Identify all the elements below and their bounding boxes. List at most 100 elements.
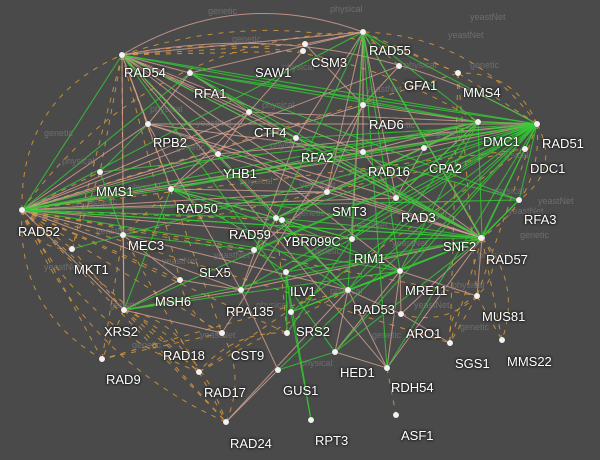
edge-genetic[interactable] <box>476 295 503 341</box>
edge-physical[interactable] <box>217 123 538 155</box>
edge-physical[interactable] <box>326 31 364 193</box>
edge-yeastNet[interactable] <box>480 199 520 239</box>
edge-physical[interactable] <box>21 153 219 211</box>
edge-yeastNet[interactable] <box>21 188 172 211</box>
edge-physical[interactable] <box>240 289 279 371</box>
edge-yeastNet[interactable] <box>253 249 287 273</box>
edge-physical[interactable] <box>21 111 250 211</box>
edge-yeastNet[interactable] <box>170 188 401 272</box>
graph-node-cst9[interactable] <box>284 330 290 336</box>
edge-physical[interactable] <box>240 217 277 291</box>
edge-yeastNet[interactable] <box>295 123 538 139</box>
edge-physical[interactable] <box>21 123 149 211</box>
edge-yeastNet[interactable] <box>285 238 353 273</box>
edge-yeastNet[interactable] <box>351 121 479 240</box>
edge-genetic[interactable] <box>21 209 103 360</box>
edge-genetic[interactable] <box>480 123 539 239</box>
edge-yeastNet[interactable] <box>481 123 538 239</box>
edge-physical[interactable] <box>304 31 364 45</box>
edge-physical[interactable] <box>21 209 125 311</box>
edge-genetic[interactable] <box>457 72 538 125</box>
edge-genetic[interactable] <box>21 54 123 211</box>
edge-yeastNet[interactable] <box>399 121 479 272</box>
edge-genetic[interactable] <box>21 209 200 373</box>
edge-physical[interactable] <box>21 209 349 291</box>
edge-yeastNet[interactable] <box>275 217 401 272</box>
graph-node-asf1[interactable] <box>393 412 399 418</box>
graph-node-csm3[interactable] <box>302 41 308 47</box>
edge-genetic[interactable] <box>21 209 200 373</box>
edge-genetic[interactable] <box>449 72 459 344</box>
edge-yeastNet[interactable] <box>170 188 349 291</box>
graph-node-dmc1[interactable] <box>475 119 481 125</box>
edge-physical[interactable] <box>123 309 223 334</box>
edge-yeastNet[interactable] <box>122 234 255 251</box>
edge-physical[interactable] <box>295 31 364 139</box>
edge-physical[interactable] <box>362 31 397 199</box>
edge-physical[interactable] <box>400 237 483 315</box>
graph-node-rad6[interactable] <box>360 102 366 108</box>
edge-yeastNet[interactable] <box>275 217 349 291</box>
edge-physical[interactable] <box>147 123 397 199</box>
edge-yeastNet[interactable] <box>170 188 483 239</box>
edge-genetic[interactable] <box>101 234 124 360</box>
edge-yeastNet[interactable] <box>123 270 401 311</box>
edge-genetic[interactable] <box>21 209 73 250</box>
edge-genetic[interactable] <box>21 31 364 211</box>
edge-genetic[interactable] <box>101 332 223 360</box>
edge-yeastNet[interactable] <box>326 123 538 193</box>
edge-physical[interactable] <box>21 209 242 291</box>
graph-node-mre11[interactable] <box>397 268 403 274</box>
edge-yeastNet[interactable] <box>351 123 538 240</box>
edge-physical[interactable] <box>240 237 483 291</box>
edge-yeastNet[interactable] <box>21 123 538 211</box>
edge-yeastNet[interactable] <box>285 271 312 421</box>
graph-node-saw1[interactable] <box>300 48 306 54</box>
edge-physical[interactable] <box>217 111 250 155</box>
edge-yeastNet[interactable] <box>362 31 483 239</box>
edge-physical[interactable] <box>386 237 483 369</box>
edge-genetic[interactable] <box>386 367 397 416</box>
edge-physical[interactable] <box>225 369 279 423</box>
edge-yeastNet[interactable] <box>275 31 364 219</box>
graph-node-ilv1[interactable] <box>283 269 289 275</box>
edge-yeastNet[interactable] <box>275 217 483 239</box>
edge-yeastNet[interactable] <box>295 137 520 201</box>
edge-physical[interactable] <box>21 147 425 211</box>
edge-yeastNet[interactable] <box>253 217 277 251</box>
edge-physical[interactable] <box>400 313 451 344</box>
edge-physical[interactable] <box>347 289 402 315</box>
edge-physical[interactable] <box>147 72 191 125</box>
graph-node-rad52[interactable] <box>19 207 25 213</box>
edge-yeastNet[interactable] <box>99 123 538 173</box>
edge-genetic[interactable] <box>21 209 227 423</box>
edge-yeastNet[interactable] <box>21 72 191 211</box>
edge-physical[interactable] <box>347 289 388 369</box>
edge-genetic[interactable] <box>121 50 304 56</box>
graph-node-aro1[interactable] <box>398 311 404 317</box>
graph-node-rfa1[interactable] <box>187 70 193 76</box>
edge-genetic[interactable] <box>101 309 125 360</box>
graph-node-sgs1[interactable] <box>447 340 453 346</box>
edge-physical[interactable] <box>334 270 401 353</box>
edge-physical[interactable] <box>121 13 364 56</box>
edge-genetic[interactable] <box>476 237 494 297</box>
edge-yeastNet[interactable] <box>21 209 483 239</box>
edge-yeastNet[interactable] <box>275 121 479 219</box>
edge-genetic[interactable] <box>221 332 236 423</box>
edge-genetic[interactable] <box>457 72 538 125</box>
graph-node-rad54[interactable] <box>119 52 125 58</box>
edge-physical[interactable] <box>476 237 483 297</box>
edge-yeastNet[interactable] <box>334 237 483 353</box>
graph-node-slx5[interactable] <box>251 247 257 253</box>
edge-genetic[interactable] <box>121 45 479 123</box>
edge-genetic[interactable] <box>362 31 400 67</box>
edge-genetic[interactable] <box>123 309 200 373</box>
edge-genetic[interactable] <box>476 123 538 297</box>
graph-node-mms4[interactable] <box>455 70 461 76</box>
graph-node-rad18[interactable] <box>219 330 225 336</box>
edge-physical[interactable] <box>217 153 483 239</box>
edge-genetic[interactable] <box>449 295 478 344</box>
graph-node-rfa3[interactable] <box>516 197 522 203</box>
graph-node-gus1[interactable] <box>275 367 281 373</box>
